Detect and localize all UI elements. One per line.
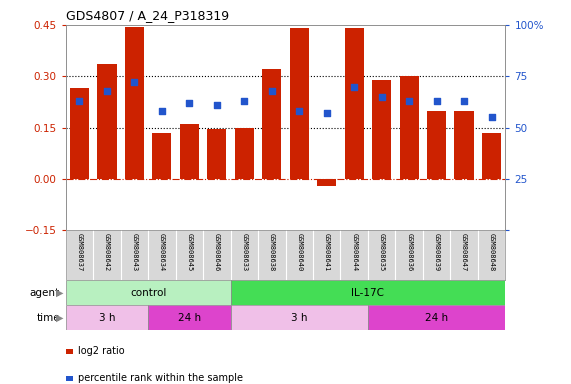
Text: 24 h: 24 h — [425, 313, 448, 323]
Text: GSM808639: GSM808639 — [433, 233, 440, 271]
Text: GSM808633: GSM808633 — [242, 233, 247, 271]
Text: 24 h: 24 h — [178, 313, 201, 323]
Bar — [289, 28, 309, 179]
Bar — [344, 28, 364, 179]
Bar — [235, 128, 254, 179]
Point — [322, 110, 331, 116]
Point — [377, 94, 386, 100]
Text: time: time — [37, 313, 60, 323]
Text: GSM808641: GSM808641 — [324, 233, 329, 271]
Text: GSM808637: GSM808637 — [77, 233, 82, 271]
Text: 3 h: 3 h — [99, 313, 115, 323]
Text: GSM808647: GSM808647 — [461, 233, 467, 271]
Bar — [152, 133, 171, 179]
Text: GSM808634: GSM808634 — [159, 233, 165, 271]
Point — [102, 88, 111, 94]
Bar — [231, 305, 368, 330]
Point — [240, 98, 249, 104]
Text: GSM808643: GSM808643 — [131, 233, 138, 271]
Text: GSM808642: GSM808642 — [104, 233, 110, 271]
Point — [157, 108, 166, 114]
Bar — [180, 124, 199, 179]
Point — [212, 102, 222, 108]
Point — [487, 114, 496, 121]
Point — [295, 108, 304, 114]
Bar — [317, 179, 336, 186]
Text: GSM808646: GSM808646 — [214, 233, 220, 271]
Text: log2 ratio: log2 ratio — [78, 346, 124, 356]
Bar — [66, 305, 148, 330]
Text: GSM808635: GSM808635 — [379, 233, 385, 271]
Point — [185, 100, 194, 106]
Text: GSM808645: GSM808645 — [186, 233, 192, 271]
Bar — [66, 280, 231, 305]
Point — [130, 79, 139, 86]
Bar — [148, 305, 231, 330]
Point — [75, 98, 84, 104]
Point — [432, 98, 441, 104]
Bar — [427, 111, 447, 179]
Bar — [262, 70, 282, 179]
Bar — [97, 65, 116, 179]
Bar — [231, 280, 505, 305]
Point — [405, 98, 414, 104]
Text: percentile rank within the sample: percentile rank within the sample — [78, 373, 243, 383]
Bar — [455, 111, 474, 179]
Text: ▶: ▶ — [57, 288, 64, 298]
Bar — [207, 129, 227, 179]
Text: IL-17C: IL-17C — [351, 288, 384, 298]
Point — [349, 84, 359, 90]
Bar — [400, 76, 419, 179]
Text: GDS4807 / A_24_P318319: GDS4807 / A_24_P318319 — [66, 9, 229, 22]
Text: agent: agent — [30, 288, 60, 298]
Text: GSM808636: GSM808636 — [406, 233, 412, 271]
Bar — [70, 88, 89, 179]
Bar — [368, 305, 505, 330]
Text: GSM808644: GSM808644 — [351, 233, 357, 271]
Text: GSM808640: GSM808640 — [296, 233, 302, 271]
Bar — [482, 133, 501, 179]
Text: control: control — [130, 288, 166, 298]
Bar — [124, 26, 144, 179]
Text: 3 h: 3 h — [291, 313, 308, 323]
Point — [267, 88, 276, 94]
Text: GSM808648: GSM808648 — [489, 233, 494, 271]
Bar — [372, 80, 391, 179]
Text: ▶: ▶ — [57, 313, 64, 323]
Text: GSM808638: GSM808638 — [269, 233, 275, 271]
Point — [460, 98, 469, 104]
